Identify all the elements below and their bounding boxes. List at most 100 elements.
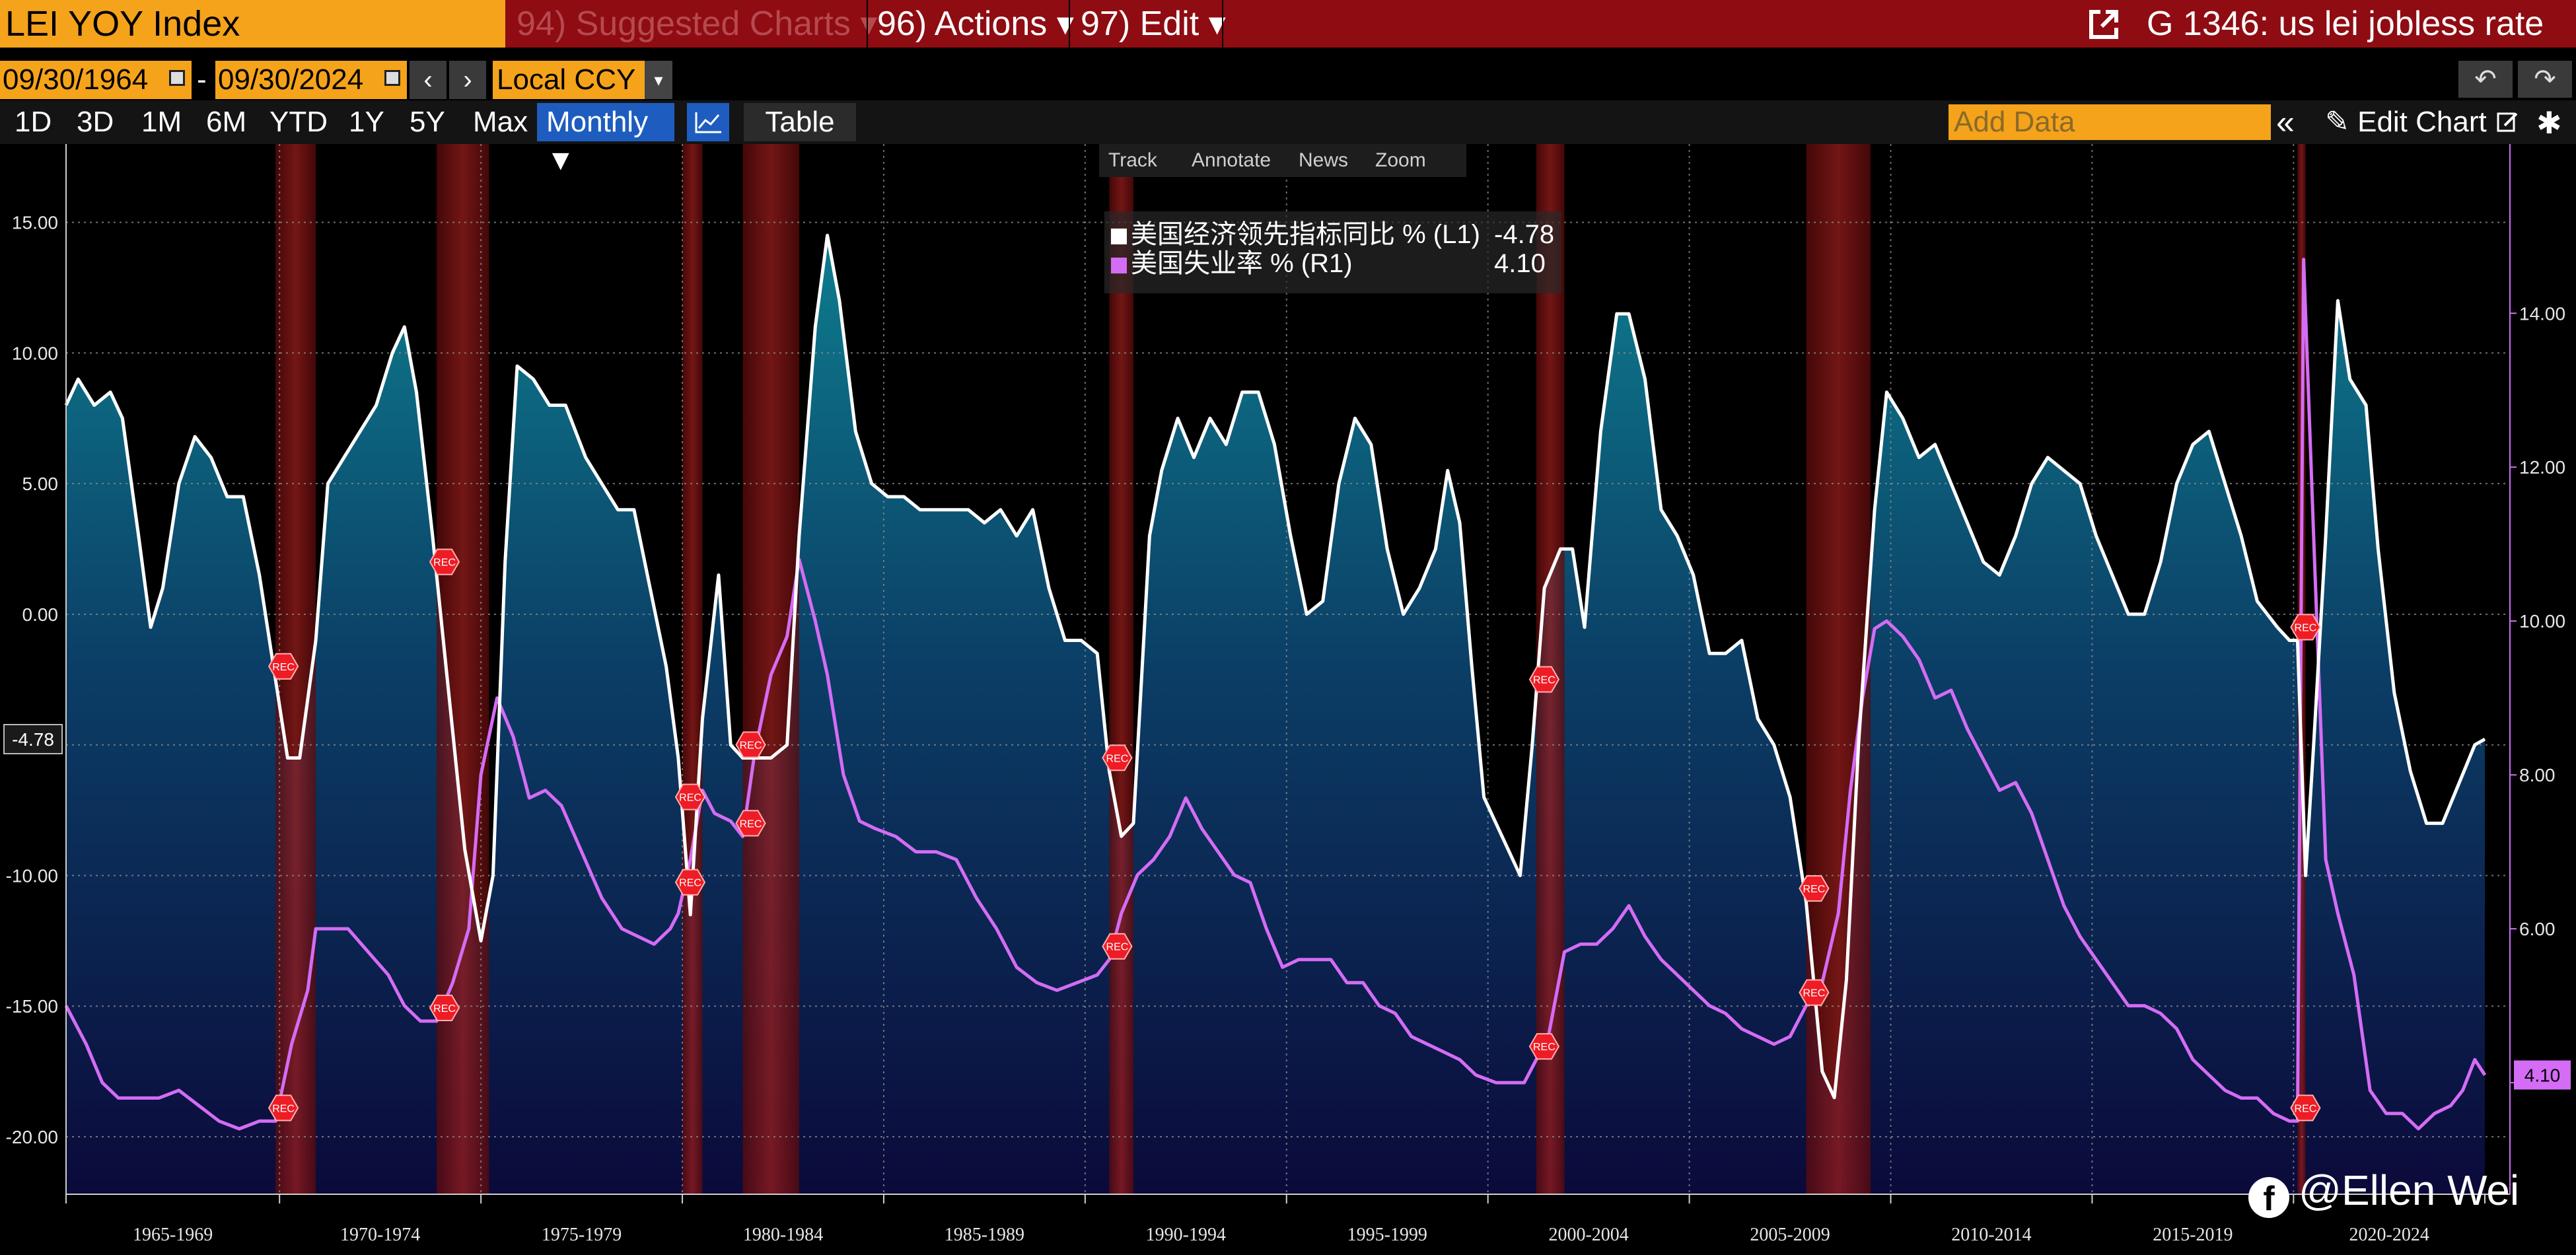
- period-max[interactable]: Max: [473, 106, 528, 138]
- undo-button[interactable]: ↶: [2458, 61, 2513, 98]
- period-1d[interactable]: 1D: [15, 106, 52, 138]
- rec-marker-label: REC: [1803, 988, 1826, 999]
- rec-marker[interactable]: REC: [1528, 666, 1560, 693]
- track-tool[interactable]: Track: [1108, 149, 1157, 171]
- table-view-button[interactable]: Table: [744, 103, 856, 141]
- x-tick-label: 1975-1979: [542, 1225, 622, 1245]
- x-tick-label: 2015-2019: [2153, 1225, 2233, 1245]
- redo-button[interactable]: ↷: [2518, 61, 2572, 98]
- start-date-input[interactable]: 09/30/1964: [0, 61, 192, 99]
- chevron-down-icon[interactable]: ▾: [645, 61, 672, 99]
- lei-area: [66, 235, 2485, 1194]
- rec-marker-shape: [268, 653, 299, 680]
- rec-marker-label: REC: [1106, 942, 1129, 953]
- ticker-field[interactable]: LEI YOY Index: [0, 0, 505, 48]
- lei-line[interactable]: [64, 233, 2486, 1100]
- x-tick-label: 2010-2014: [1951, 1225, 2031, 1245]
- x-tick-label: 1965-1969: [133, 1225, 213, 1245]
- period-1y[interactable]: 1Y: [349, 106, 384, 138]
- date-dash: -: [197, 63, 207, 96]
- rec-marker[interactable]: REC: [1102, 744, 1133, 771]
- gear-icon[interactable]: ✱: [2536, 106, 2562, 140]
- left-last-value-box: [3, 724, 63, 754]
- watermark: f @Ellen Wei: [2248, 1164, 2519, 1218]
- rec-marker-label: REC: [1533, 675, 1556, 686]
- legend-value: -4.78: [1494, 220, 1555, 249]
- x-tick-label: 2005-2009: [1750, 1225, 1830, 1245]
- rec-marker-label: REC: [1106, 753, 1129, 764]
- menu-separator: [1069, 0, 1070, 48]
- rec-marker[interactable]: REC: [1799, 875, 1830, 902]
- chart-title: G 1346: us lei jobless rate: [2147, 5, 2544, 43]
- right-last-value-box: [2514, 1060, 2571, 1090]
- rec-marker[interactable]: REC: [674, 783, 706, 810]
- ticker-label: LEI YOY Index: [5, 4, 240, 44]
- chart-area[interactable]: REC REC REC REC REC REC REC REC REC REC REC REC REC R…: [0, 144, 2576, 1255]
- legend-item-unemployment[interactable]: 美国失业率 % (R1) 4.10: [1111, 248, 1546, 279]
- external-launch-icon[interactable]: [2086, 7, 2122, 42]
- news-tool[interactable]: News: [1299, 149, 1349, 171]
- currency-select[interactable]: Local CCY ▾: [493, 61, 672, 99]
- right-tick-label: 14.00: [2519, 303, 2565, 324]
- zoom-tool[interactable]: Zoom: [1375, 149, 1426, 171]
- x-tick-label: 1970-1974: [340, 1225, 420, 1245]
- add-data-input[interactable]: Add Data: [1949, 104, 2271, 140]
- rec-marker[interactable]: REC: [1799, 979, 1830, 1006]
- rec-marker[interactable]: REC: [735, 731, 766, 758]
- rec-marker[interactable]: REC: [674, 869, 706, 896]
- recession-band: [682, 144, 703, 1194]
- right-tick-label: 10.00: [2519, 611, 2565, 631]
- rec-marker[interactable]: REC: [429, 548, 460, 575]
- x-tick-label: 1985-1989: [945, 1225, 1024, 1245]
- recession-band: [1806, 144, 1871, 1194]
- rec-marker[interactable]: REC: [2290, 614, 2321, 641]
- line-chart-icon[interactable]: [687, 103, 729, 141]
- end-date-input[interactable]: 09/30/2024: [215, 61, 407, 99]
- period-5y[interactable]: 5Y: [410, 106, 445, 138]
- prev-period-button[interactable]: ‹: [410, 61, 447, 99]
- period-toolbar: 1D 3D 1M 6M YTD 1Y 5Y Max Monthly ▼ Tabl…: [0, 100, 2576, 176]
- left-tick-label: 10.00: [12, 343, 58, 363]
- period-1m[interactable]: 1M: [141, 106, 182, 138]
- rec-marker[interactable]: REC: [735, 810, 766, 837]
- left-tick-label: 5.00: [22, 474, 59, 494]
- legend-item-lei[interactable]: 美国经济领先指标同比 % (L1) -4.78: [1111, 219, 1554, 250]
- calendar-icon[interactable]: [169, 70, 185, 86]
- rec-marker-shape: [1528, 666, 1560, 693]
- calendar-icon[interactable]: [384, 70, 400, 86]
- period-3d[interactable]: 3D: [77, 106, 114, 138]
- rec-marker[interactable]: REC: [2290, 1094, 2321, 1122]
- right-tick-label: 12.00: [2519, 457, 2565, 478]
- edit-menu[interactable]: 97) Edit ▾: [1081, 5, 1226, 43]
- right-tick-label: 6.00: [2519, 919, 2556, 939]
- rec-marker-shape: [429, 548, 460, 575]
- axes: 15.0010.005.000.00-5.00-10.00-15.00-20.0…: [3, 144, 2571, 1245]
- rec-marker-shape: [2290, 614, 2321, 641]
- watermark-text: @Ellen Wei: [2299, 1166, 2520, 1214]
- rec-marker[interactable]: REC: [1102, 933, 1133, 960]
- rec-marker[interactable]: REC: [1528, 1033, 1560, 1060]
- rec-marker[interactable]: REC: [268, 1094, 299, 1122]
- collapse-icon[interactable]: «: [2276, 104, 2295, 141]
- edit-chart-button[interactable]: ✎ Edit Chart: [2325, 106, 2487, 138]
- annotate-tool[interactable]: Annotate: [1192, 149, 1271, 171]
- period-6m[interactable]: 6M: [206, 106, 247, 138]
- edit-pencil-icon[interactable]: [2497, 111, 2519, 133]
- period-ytd[interactable]: YTD: [269, 106, 328, 138]
- rec-marker-label: REC: [1803, 884, 1826, 895]
- rec-marker-label: REC: [740, 818, 762, 830]
- rec-marker[interactable]: REC: [429, 994, 460, 1021]
- suggested-charts-menu[interactable]: 94) Suggested Charts ▾: [517, 5, 878, 43]
- unemployment-line[interactable]: [64, 258, 2487, 1131]
- actions-menu[interactable]: 96) Actions ▾: [877, 5, 1074, 43]
- frequency-dropdown[interactable]: Monthly ▼: [537, 103, 674, 176]
- start-date-value: 09/30/1964: [3, 63, 149, 96]
- next-period-button[interactable]: ›: [449, 61, 486, 99]
- legend-label: 美国经济领先指标同比 % (L1): [1131, 220, 1480, 249]
- rec-marker-shape: [1102, 744, 1133, 771]
- rec-marker[interactable]: REC: [268, 653, 299, 680]
- recession-bands: [275, 144, 2306, 1194]
- recession-markers: REC REC REC REC REC REC REC REC REC REC REC REC REC R…: [268, 548, 2321, 1122]
- rec-marker-label: REC: [2295, 622, 2317, 633]
- x-tick-label: 1980-1984: [743, 1225, 823, 1245]
